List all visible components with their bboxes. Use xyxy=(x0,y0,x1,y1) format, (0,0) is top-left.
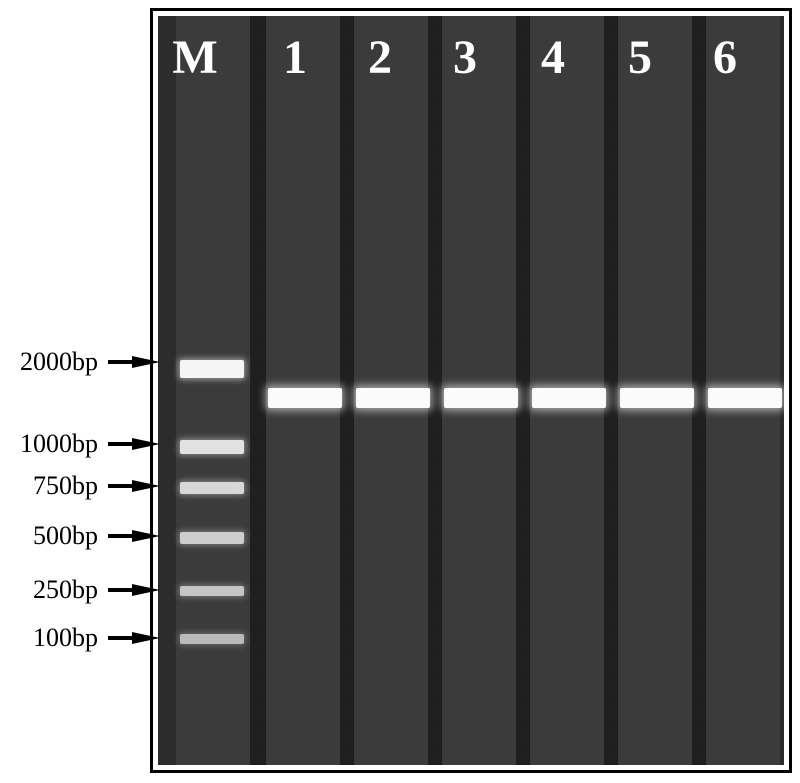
ladder-band xyxy=(180,634,244,644)
lane-label: 1 xyxy=(265,30,325,85)
gel-lane-gap xyxy=(692,16,706,765)
lane-label: 3 xyxy=(435,30,495,85)
lane-label: 5 xyxy=(610,30,670,85)
lane-label: 4 xyxy=(523,30,583,85)
marker-size-label: 250bp xyxy=(33,575,98,605)
sample-band xyxy=(444,388,518,408)
arrow-icon xyxy=(132,632,160,644)
gel-lane-gap xyxy=(604,16,618,765)
gel-lane-gap xyxy=(340,16,354,765)
gel-image xyxy=(158,16,784,765)
sample-band xyxy=(532,388,606,408)
marker-size-label: 500bp xyxy=(33,521,98,551)
ladder-band xyxy=(180,586,244,596)
arrow-icon xyxy=(132,480,160,492)
ladder-band xyxy=(180,360,244,378)
lane-label: 2 xyxy=(350,30,410,85)
sample-band xyxy=(268,388,342,408)
marker-size-label: 2000bp xyxy=(20,347,98,377)
marker-size-label: 100bp xyxy=(33,623,98,653)
ladder-band xyxy=(180,532,244,544)
gel-figure: M123456 2000bp 1000bp 750bp 500bp 250bp 100bp xyxy=(0,0,800,783)
marker-size-label: 750bp xyxy=(33,471,98,501)
lane-label: 6 xyxy=(695,30,755,85)
sample-band xyxy=(356,388,430,408)
arrow-icon xyxy=(132,530,160,542)
marker-size-label: 1000bp xyxy=(20,429,98,459)
gel-lane-gap xyxy=(516,16,530,765)
gel-lane-gap xyxy=(428,16,442,765)
gel-lane-gap xyxy=(250,16,266,765)
arrow-icon xyxy=(132,438,160,450)
sample-band xyxy=(708,388,782,408)
gel-lane-column xyxy=(176,16,250,765)
ladder-band xyxy=(180,482,244,494)
lane-label: M xyxy=(165,30,225,85)
sample-band xyxy=(620,388,694,408)
arrow-icon xyxy=(132,584,160,596)
arrow-icon xyxy=(132,356,160,368)
ladder-band xyxy=(180,440,244,454)
